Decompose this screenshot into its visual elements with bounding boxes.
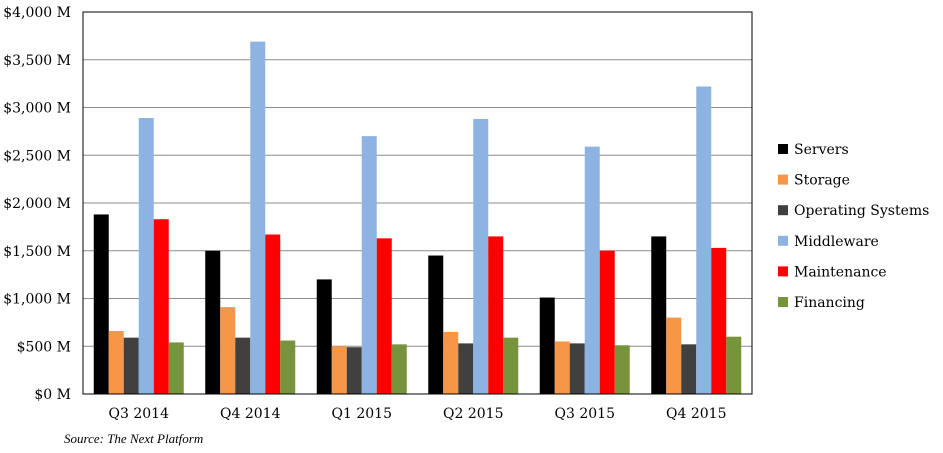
legend-swatch [778, 174, 788, 185]
bar [361, 136, 377, 394]
bar [250, 41, 266, 394]
bar [331, 346, 347, 394]
bar [205, 250, 221, 394]
bar [696, 86, 712, 395]
bar [93, 214, 109, 394]
y-tick-label: $2,000 M [3, 196, 71, 212]
bar [391, 344, 407, 394]
x-category-label: Q3 2015 [555, 406, 615, 422]
legend-label: Maintenance [794, 264, 887, 280]
bar [554, 341, 570, 394]
bar [316, 279, 332, 394]
bar [488, 236, 504, 394]
plot-area-border [82, 11, 753, 395]
bar [584, 146, 600, 394]
x-category-label: Q3 2014 [109, 406, 170, 422]
legend-label: Operating Systems [794, 203, 929, 219]
bar [346, 347, 362, 394]
x-category-label: Q1 2015 [332, 406, 392, 422]
bar [666, 317, 682, 394]
bar [711, 247, 727, 394]
legend-swatch [778, 266, 788, 277]
bar [473, 118, 489, 395]
y-tick-label: $0 M [34, 387, 71, 403]
bar [280, 340, 296, 394]
bar [458, 343, 474, 394]
x-category-label: Q4 2014 [220, 406, 281, 422]
y-axis-tick-labels: $0 M $500 M $1,000 M $1,500 M $2,000 M $2,500… [3, 5, 71, 403]
bar [138, 118, 154, 394]
bar [220, 307, 236, 394]
x-category-label: Q4 2015 [666, 406, 726, 422]
legend-label: Middleware [794, 234, 879, 250]
bar [123, 337, 139, 394]
legend-swatch [778, 297, 788, 307]
y-tick-label: $2,500 M [3, 148, 71, 164]
bar [539, 297, 555, 394]
x-category-label: Q2 2015 [443, 406, 503, 422]
y-tick-label: $3,500 M [3, 53, 71, 69]
bar [153, 219, 169, 394]
bar [168, 342, 184, 394]
legend-swatch [778, 235, 788, 246]
y-tick-label: $1,000 M [3, 292, 71, 308]
bar [428, 255, 444, 394]
legend-swatch [778, 205, 788, 216]
bar [376, 238, 392, 394]
bars [93, 41, 742, 395]
legend-label: Servers [794, 142, 849, 158]
bar [569, 343, 585, 394]
y-tick-label: $500 M [17, 339, 71, 355]
bar [443, 331, 459, 394]
bar [503, 337, 519, 394]
gridlines [83, 59, 752, 347]
legend-label: Storage [794, 173, 850, 189]
bar [108, 330, 124, 394]
bar [265, 234, 281, 394]
legend-label: Financing [794, 295, 865, 311]
source-note: Source: The Next Platform [64, 431, 204, 446]
bar [614, 345, 630, 394]
bar [235, 337, 251, 394]
y-tick-label: $3,000 M [3, 101, 71, 117]
bar [681, 344, 697, 394]
bar [599, 250, 615, 394]
legend: Servers Storage Operating Systems Middlewar… [778, 142, 929, 311]
x-axis-category-labels: Q3 2014 Q4 2014 Q1 2015 Q2 2015 Q3 2015 Q4 20… [109, 406, 727, 422]
bar [651, 236, 667, 394]
bar [726, 336, 742, 394]
y-tick-label: $1,500 M [3, 244, 71, 260]
y-tick-label: $4,000 M [3, 5, 71, 21]
legend-swatch [778, 144, 788, 154]
